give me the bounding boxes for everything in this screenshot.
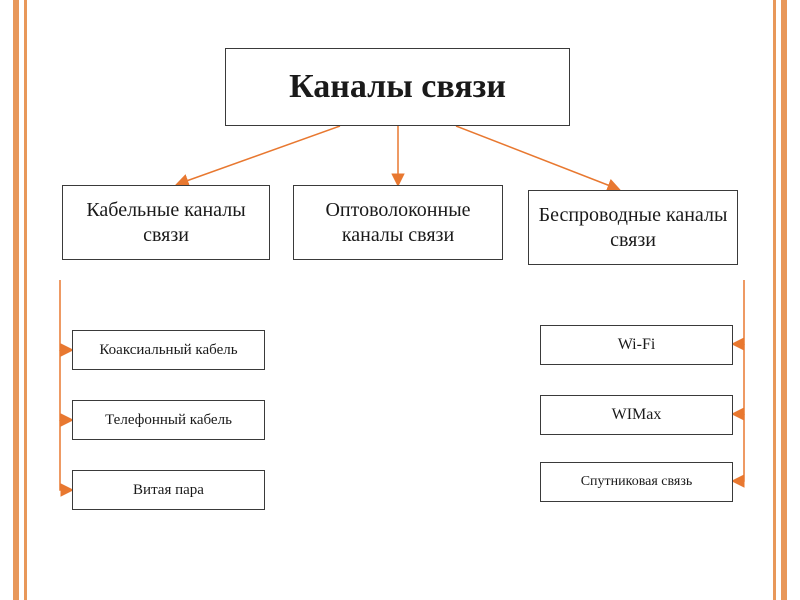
node-label-wimax: WIMax bbox=[612, 405, 662, 425]
arrow-5 bbox=[60, 420, 71, 490]
node-twisted: Витая пара bbox=[72, 470, 265, 510]
arrow-0 bbox=[178, 126, 340, 184]
node-label-coax: Коаксиальный кабель bbox=[99, 341, 237, 360]
node-label-wifi: Wi-Fi bbox=[618, 335, 656, 355]
frame-left-outer bbox=[13, 0, 19, 600]
node-cable: Кабельные каналы связи bbox=[62, 185, 270, 260]
arrow-8 bbox=[734, 414, 744, 481]
node-label-root: Каналы связи bbox=[289, 66, 506, 109]
node-wimax: WIMax bbox=[540, 395, 733, 435]
node-label-twisted: Витая пара bbox=[133, 481, 204, 500]
node-phone: Телефонный кабель bbox=[72, 400, 265, 440]
node-root: Каналы связи bbox=[225, 48, 570, 126]
node-label-satellite: Спутниковая связь bbox=[581, 473, 693, 491]
node-wireless: Беспроводные каналы связи bbox=[528, 190, 738, 265]
node-coax: Коаксиальный кабель bbox=[72, 330, 265, 370]
node-label-wireless: Беспроводные каналы связи bbox=[537, 203, 729, 253]
arrow-6 bbox=[734, 280, 744, 344]
frame-left-inner bbox=[24, 0, 27, 600]
arrow-3 bbox=[60, 280, 71, 350]
arrow-7 bbox=[734, 344, 744, 414]
node-label-phone: Телефонный кабель bbox=[105, 411, 232, 430]
node-label-cable: Кабельные каналы связи bbox=[71, 198, 261, 248]
node-satellite: Спутниковая связь bbox=[540, 462, 733, 502]
frame-right-inner bbox=[773, 0, 776, 600]
frame-right-outer bbox=[781, 0, 787, 600]
node-label-fiber: Оптоволоконные каналы связи bbox=[302, 198, 494, 248]
arrow-4 bbox=[60, 350, 71, 420]
node-wifi: Wi-Fi bbox=[540, 325, 733, 365]
node-fiber: Оптоволоконные каналы связи bbox=[293, 185, 503, 260]
arrow-2 bbox=[456, 126, 618, 189]
